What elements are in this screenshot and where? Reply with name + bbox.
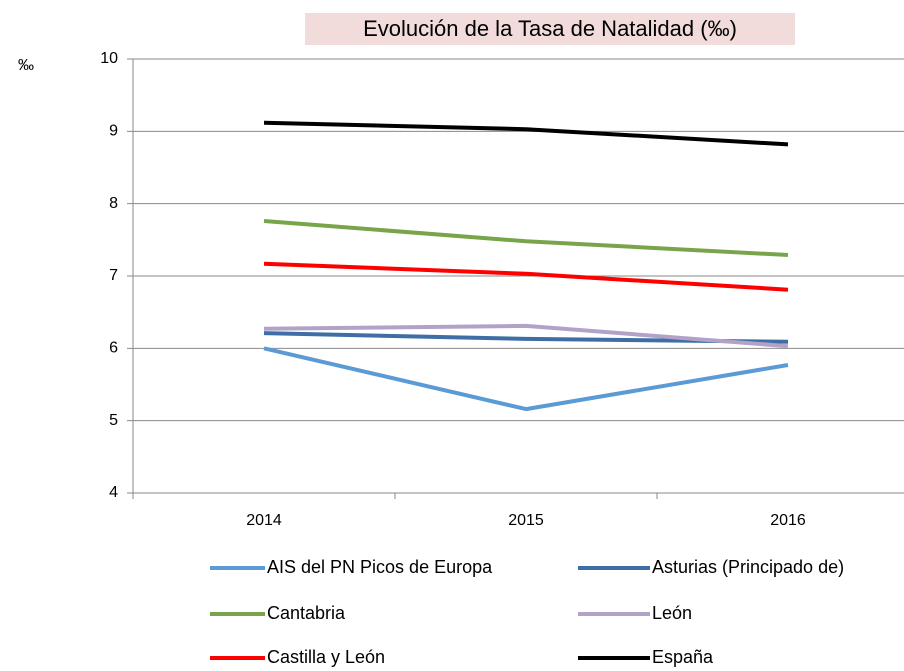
series-line [263,219,789,257]
chart-title: Evolución de la Tasa de Natalidad (‰) [363,16,737,41]
y-tick-label: 9 [109,123,118,140]
x-tick-label: 2015 [508,512,544,529]
series-line [263,323,789,349]
y-tick-label: 7 [109,267,118,284]
legend-label: AIS del PN Picos de Europa [267,557,493,577]
legend-label: España [652,647,714,667]
series-line [263,346,789,412]
y-tick-label: 10 [100,50,118,67]
x-tick-label: 2014 [246,512,282,529]
y-tick-label: 6 [109,340,118,357]
title-background [305,13,795,45]
legend-label: Castilla y León [267,647,385,667]
y-tick-label: 8 [109,195,118,212]
legend-label: Asturias (Principado de) [652,557,844,577]
legend-label: Cantabria [267,603,346,623]
x-tick-label: 2016 [770,512,806,529]
y-tick-label: 4 [109,484,118,501]
series-line [263,120,789,147]
series-line [263,261,789,292]
y-tick-label: 5 [109,412,118,429]
legend-label: León [652,603,692,623]
y-axis-label: ‰ [18,57,34,74]
